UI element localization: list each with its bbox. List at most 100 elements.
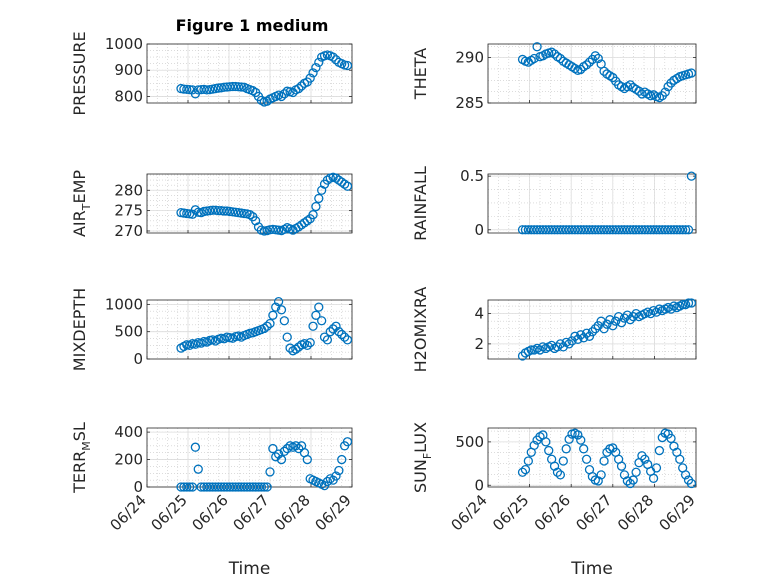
data-point (666, 304, 676, 314)
data-point (564, 339, 574, 349)
data-point (529, 53, 539, 64)
data-point (529, 440, 539, 451)
data-point (669, 225, 679, 235)
data-point (654, 445, 665, 456)
axes-box (146, 173, 353, 234)
data-point (273, 449, 284, 459)
data-point (230, 81, 241, 92)
data-point (558, 225, 568, 235)
data-point (561, 444, 571, 454)
data-point (271, 452, 281, 462)
data-point (555, 339, 566, 349)
data-point (570, 331, 580, 341)
y-tick-label: 0 (474, 476, 484, 494)
subplot-3: 0 0.5 RAINFALL (411, 166, 697, 241)
data-point (619, 313, 630, 323)
data-point (643, 225, 653, 235)
data-point (549, 49, 560, 59)
y-tick-label: 1000 (105, 295, 143, 313)
data-point (573, 225, 583, 235)
data-point (308, 210, 318, 220)
x-tick-label: 06/29 (312, 491, 355, 534)
data-point (328, 52, 338, 62)
data-point (523, 456, 534, 466)
data-point (576, 64, 586, 75)
y-tick-label: 200 (114, 451, 143, 469)
data-point (567, 225, 577, 235)
data-point (182, 482, 192, 492)
x-tick-label: 06/28 (271, 491, 314, 534)
data-point (686, 478, 697, 489)
data-point (532, 225, 542, 235)
axes-box (487, 173, 697, 234)
y-axis-label: RAINFALL (411, 166, 430, 241)
data-point (646, 308, 656, 319)
data-point (342, 335, 353, 345)
data-point (256, 482, 267, 492)
data-point (628, 475, 638, 485)
data-point (581, 328, 592, 338)
data-point (651, 463, 662, 473)
y-axis-label: H2OMIXRA (411, 287, 430, 373)
data-point (282, 443, 292, 454)
x-tick-label: 06/26 (189, 491, 232, 534)
x-tick-label: 06/24 (107, 491, 150, 534)
x-axis-label: Time (570, 559, 613, 579)
y-tick-label: 285 (455, 94, 484, 112)
data-point (648, 225, 659, 235)
data-point (546, 225, 557, 235)
data-point (573, 334, 583, 344)
data-point (625, 80, 635, 90)
x-tick-label: 06/26 (531, 491, 574, 534)
x-tick-label: 06/27 (572, 491, 615, 534)
data-point (538, 225, 548, 235)
data-point (599, 456, 609, 466)
y-axis-label: THETA (411, 48, 430, 100)
data-point (262, 482, 272, 492)
data-point (520, 225, 531, 235)
x-tick-label: 06/28 (614, 491, 657, 534)
data-point (590, 51, 600, 61)
data-point (311, 62, 321, 73)
x-axis-label: Time (228, 559, 271, 579)
data-point (628, 225, 638, 235)
y-axis-label: SUNFLUX (411, 422, 434, 493)
data-point (302, 340, 312, 350)
data-point (233, 82, 244, 92)
axes-box (146, 427, 353, 488)
data-point (339, 179, 350, 189)
data-point (302, 454, 312, 465)
data-point (648, 473, 659, 483)
x-tick-label: 06/25 (148, 491, 191, 534)
axes-box (487, 299, 697, 360)
y-tick-label: 400 (114, 423, 143, 441)
data-point (276, 305, 287, 315)
data-point (279, 89, 290, 99)
data-point (625, 315, 635, 325)
x-tick-label: 06/29 (656, 491, 699, 534)
data-point (564, 225, 574, 235)
data-point (282, 332, 292, 342)
data-point (541, 225, 551, 235)
x-tick-label: 06/27 (230, 491, 273, 534)
data-point (622, 310, 633, 320)
data-point (602, 225, 612, 235)
data-point (611, 225, 621, 235)
data-point (660, 87, 670, 97)
data-point (608, 321, 618, 331)
y-tick-label: 500 (114, 323, 143, 341)
data-point (587, 327, 598, 337)
y-tick-label: 0 (474, 221, 484, 239)
data-point (535, 345, 545, 355)
data-point (593, 225, 603, 235)
data-point (520, 464, 531, 475)
data-point (625, 225, 635, 235)
data-point (576, 225, 586, 235)
data-point (654, 225, 665, 235)
data-point (276, 454, 287, 465)
data-point (552, 225, 563, 235)
data-point (666, 433, 676, 444)
data-point (672, 225, 682, 235)
data-point (337, 454, 347, 465)
y-tick-label: 0 (133, 478, 143, 496)
